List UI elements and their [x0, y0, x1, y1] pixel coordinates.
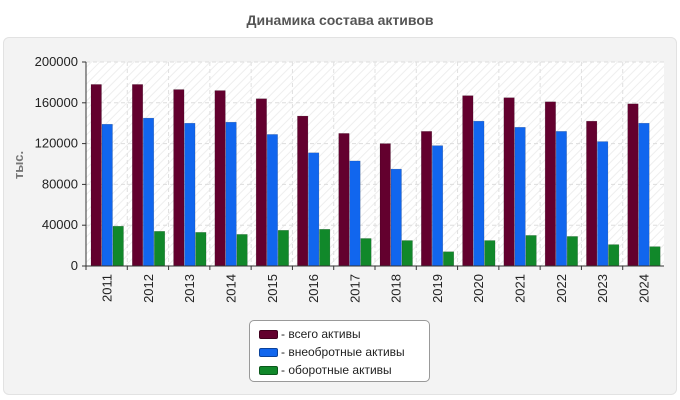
bar-всего-активы-2017 [338, 133, 350, 267]
x-tick-label: 2019 [430, 274, 445, 303]
x-tick-label: 2023 [595, 274, 610, 303]
bar-оборотные-активы-2024 [649, 246, 661, 267]
legend-label: - внеобротные активы [281, 345, 405, 359]
bar-всего-активы-2019 [421, 131, 433, 267]
bar-оборотные-активы-2018 [401, 240, 413, 267]
x-tick-label: 2024 [636, 274, 651, 303]
x-tick-label: 2018 [389, 274, 404, 303]
bar-оборотные-активы-2015 [277, 230, 289, 267]
bar-внеобротные-активы-2012 [143, 117, 155, 267]
bar-внеобротные-активы-2021 [514, 127, 526, 267]
bar-внеобротные-активы-2013 [184, 122, 196, 267]
y-tick-label: 120000 [35, 136, 78, 151]
legend-swatch [259, 329, 278, 339]
bar-внеобротные-активы-2017 [349, 160, 361, 267]
bar-внеобротные-активы-2023 [597, 141, 609, 267]
bar-всего-активы-2012 [132, 84, 144, 267]
y-tick-label: 0 [71, 258, 78, 273]
bar-оборотные-активы-2020 [484, 240, 496, 267]
legend-swatch [259, 365, 278, 375]
legend-label: - оборотные активы [281, 363, 392, 377]
bar-оборотные-активы-2022 [566, 236, 578, 267]
x-tick-label: 2016 [306, 274, 321, 303]
bar-оборотные-активы-2016 [319, 229, 331, 267]
bar-всего-активы-2011 [90, 84, 102, 267]
bar-оборотные-активы-2014 [236, 234, 248, 267]
bar-оборотные-активы-2017 [360, 238, 372, 267]
legend-item: - внеобротные активы [259, 343, 429, 361]
bar-всего-активы-2016 [297, 115, 309, 267]
y-tick-label: 80000 [42, 176, 78, 191]
y-axis-label: тыс. [11, 151, 26, 179]
bar-всего-активы-2013 [173, 89, 185, 267]
x-tick-label: 2022 [554, 274, 569, 303]
bar-внеобротные-активы-2022 [555, 131, 567, 267]
x-tick-label: 2011 [100, 274, 115, 302]
bar-внеобротные-активы-2024 [638, 122, 650, 267]
bar-оборотные-активы-2019 [443, 251, 455, 267]
legend-item: - всего активы [259, 325, 429, 343]
x-tick-label: 2017 [347, 274, 362, 303]
bar-всего-активы-2021 [503, 97, 515, 267]
x-tick-label: 2020 [471, 274, 486, 303]
chart-legend: - всего активы - внеобротные активы - обор… [249, 320, 430, 382]
bar-внеобротные-активы-2020 [473, 120, 485, 267]
bar-всего-активы-2018 [379, 143, 391, 267]
bar-оборотные-активы-2011 [112, 225, 124, 267]
y-tick-label: 40000 [42, 217, 78, 232]
bar-внеобротные-активы-2019 [432, 145, 444, 267]
x-tick-label: 2015 [265, 274, 280, 303]
bar-всего-активы-2022 [544, 101, 556, 267]
bar-всего-активы-2014 [214, 90, 226, 267]
bar-оборотные-активы-2012 [154, 231, 166, 267]
bar-оборотные-активы-2013 [195, 232, 207, 267]
bar-всего-активы-2020 [462, 95, 474, 267]
bar-всего-активы-2024 [627, 103, 639, 267]
x-tick-label: 2013 [182, 274, 197, 303]
x-tick-label: 2012 [141, 274, 156, 303]
bar-внеобротные-активы-2016 [308, 152, 320, 267]
legend-swatch [259, 347, 278, 357]
legend-item: - оборотные активы [259, 361, 429, 379]
bar-оборотные-активы-2021 [525, 235, 537, 267]
y-tick-label: 160000 [35, 95, 78, 110]
bar-всего-активы-2023 [586, 120, 598, 267]
chart-title: Динамика состава активов [246, 12, 434, 28]
bar-оборотные-активы-2023 [608, 244, 620, 267]
bar-внеобротные-активы-2015 [266, 134, 278, 267]
bar-внеобротные-активы-2011 [101, 123, 113, 267]
bar-всего-активы-2015 [255, 98, 267, 267]
bar-внеобротные-активы-2018 [390, 168, 402, 267]
x-tick-label: 2021 [513, 274, 528, 303]
y-tick-label: 200000 [35, 54, 78, 69]
legend-label: - всего активы [281, 327, 361, 341]
bar-внеобротные-активы-2014 [225, 121, 237, 267]
x-tick-label: 2014 [224, 274, 239, 303]
